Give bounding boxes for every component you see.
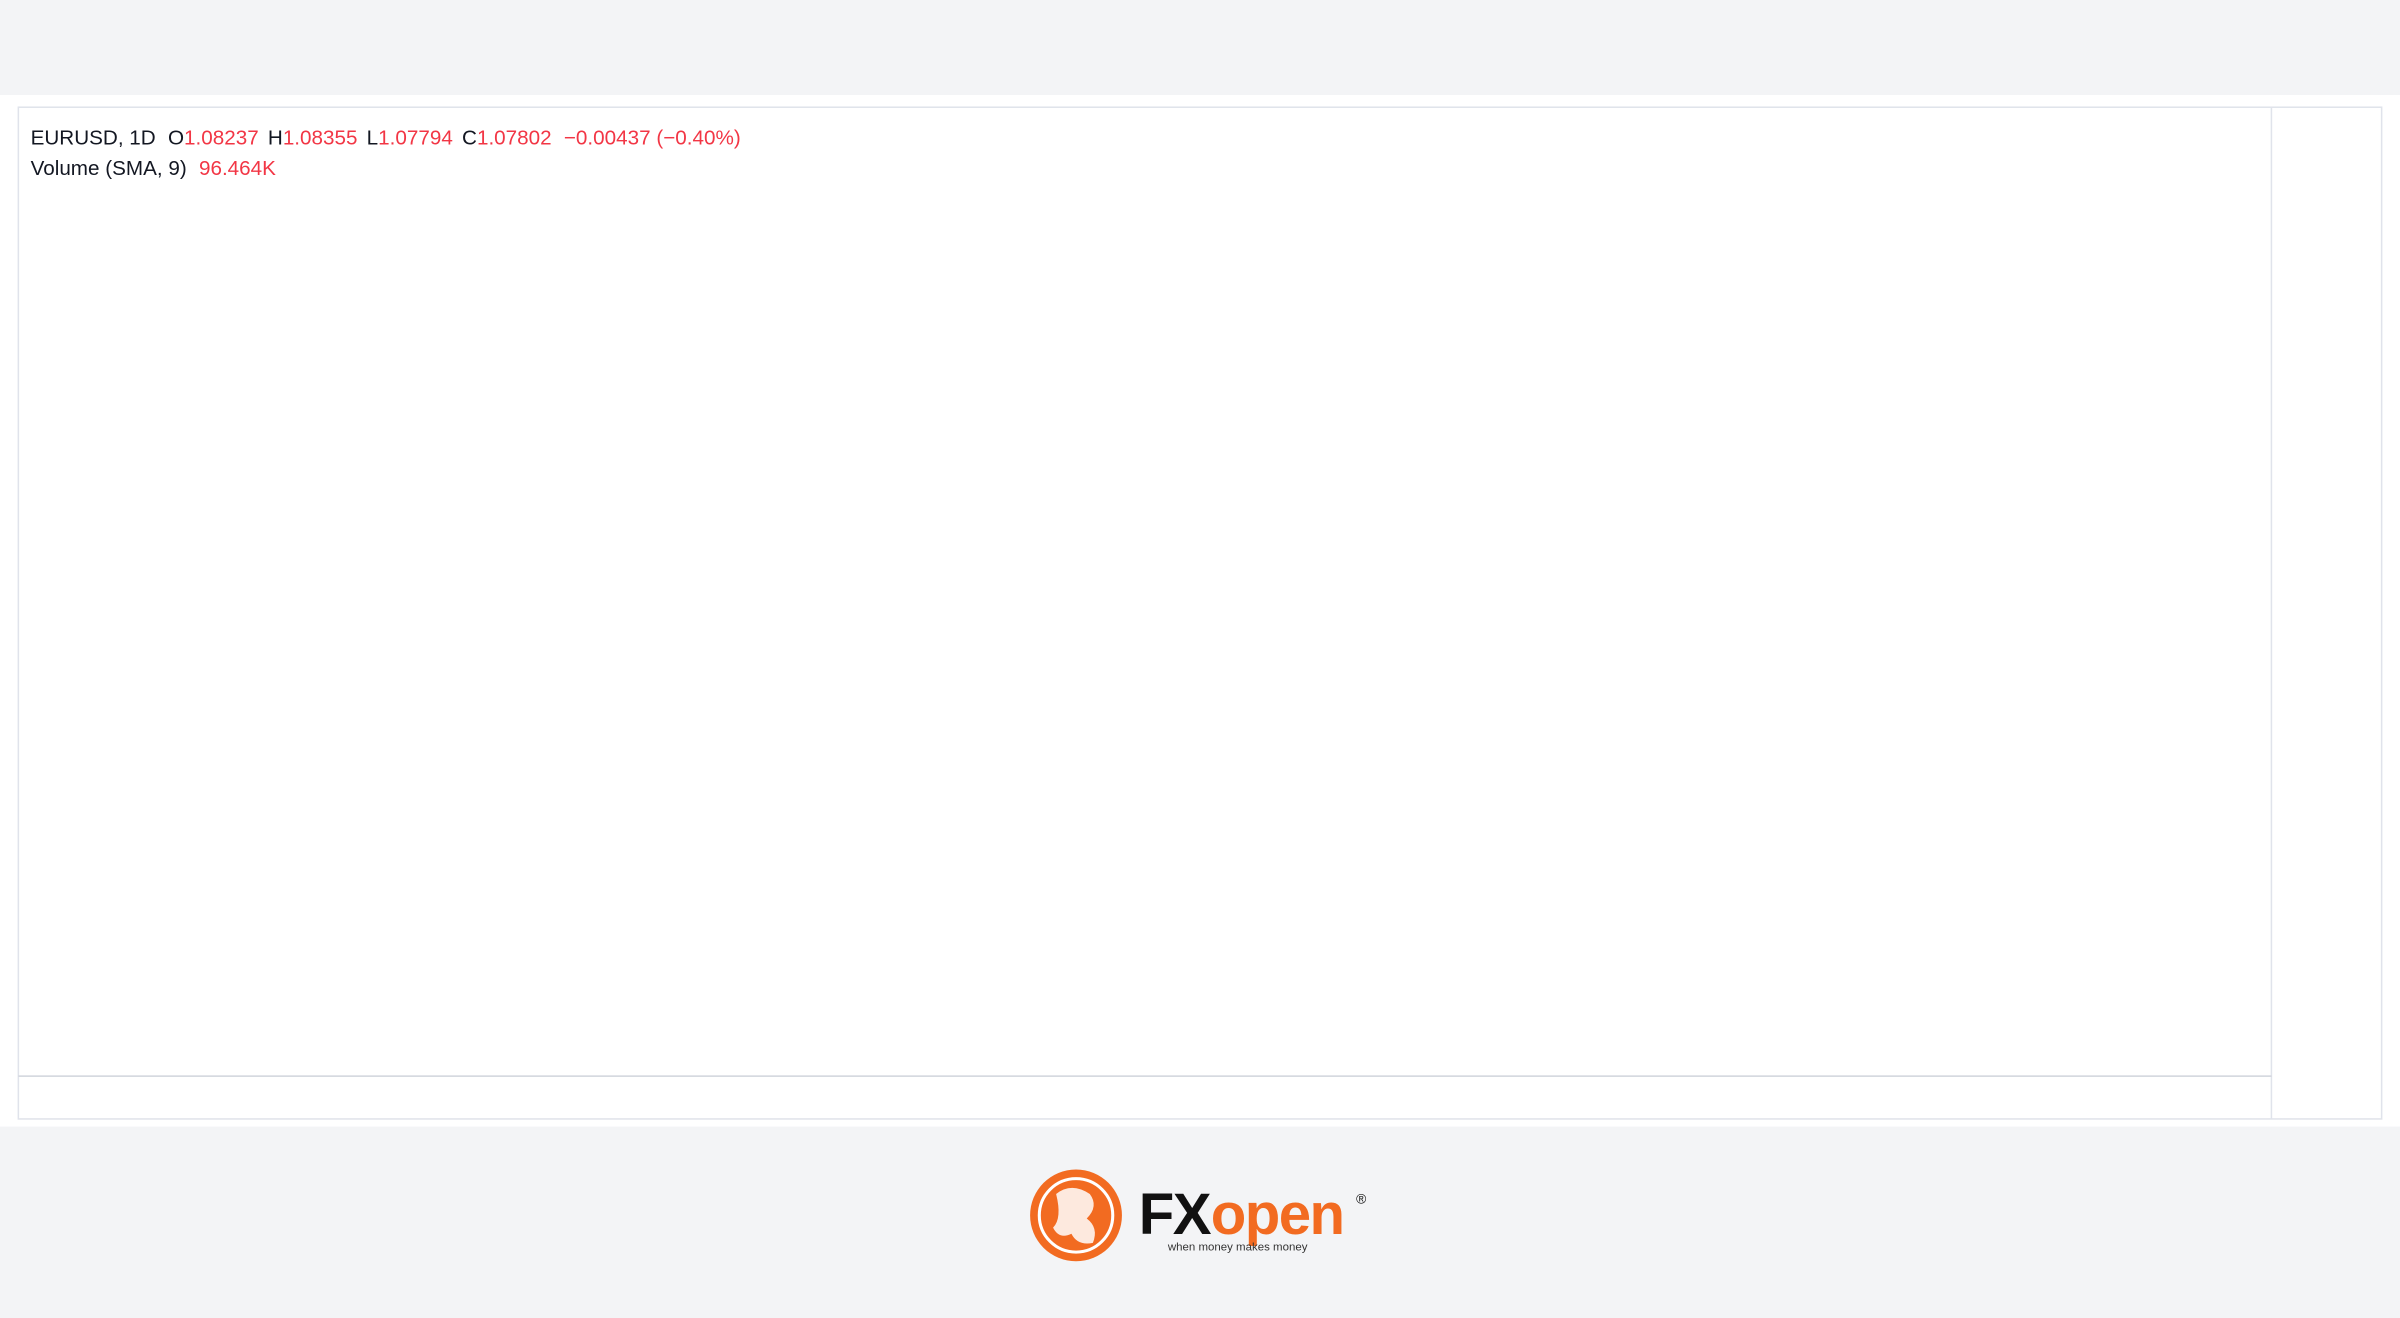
c-key: C [462,127,477,150]
logo-fx: FX [1139,1182,1212,1247]
logo-reg: ® [1356,1192,1366,1207]
logo-ring [1037,1177,1115,1254]
legend-ohlc: EURUSD, 1D O1.08237 H1.08355 L1.07794 C1.078… [31,127,741,150]
logo: FX open ® when money makes money [1030,1169,1366,1262]
o-value: 1.08237 [184,127,259,150]
chart-panel [0,94,2400,1127]
l-value: 1.07794 [378,127,453,150]
l-key: L [367,127,379,150]
chart-frame [17,106,2383,1120]
h-value: 1.08355 [283,127,358,150]
volume-name: Volume (SMA, 9) [31,157,187,180]
logo-tagline: when money makes money [1167,1242,1308,1254]
logo-open: open [1211,1182,1344,1247]
legend-volume: Volume (SMA, 9) 96.464K [31,157,277,180]
symbol: EURUSD, 1D [31,127,156,150]
logo-lion [1053,1187,1095,1244]
o-key: O [168,127,184,150]
h-key: H [268,127,283,150]
volume-sma: 96.464K [199,157,276,180]
change: −0.00437 (−0.40%) [564,127,741,150]
c-value: 1.07802 [477,127,552,150]
